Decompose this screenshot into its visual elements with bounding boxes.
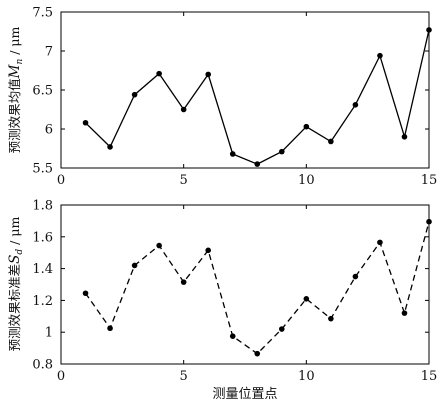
top-data-point bbox=[401, 134, 408, 140]
top-y-tick-label: 7.5 bbox=[32, 6, 53, 21]
bottom-y-tick-label: 1.8 bbox=[32, 199, 53, 214]
bottom-data-point bbox=[279, 326, 285, 332]
top-x-tick-label: 15 bbox=[421, 173, 438, 188]
bottom-plot-frame bbox=[60, 204, 430, 365]
top-data-point bbox=[426, 27, 432, 33]
top-data-point bbox=[180, 106, 187, 113]
top-data-point bbox=[377, 52, 383, 59]
bottom-data-point bbox=[205, 247, 211, 254]
top-data-point bbox=[205, 71, 211, 78]
bottom-y-tick-label: 1 bbox=[45, 326, 53, 341]
top-y-tick-label: 6.5 bbox=[32, 84, 53, 99]
bottom-y-tick-label: 1.2 bbox=[32, 294, 53, 309]
top-x-tick-label: 5 bbox=[180, 173, 188, 188]
top-data-point bbox=[303, 123, 310, 130]
bottom-x-tick-label: 10 bbox=[298, 369, 315, 384]
bottom-data-point bbox=[156, 242, 162, 249]
bottom-x-axis-label: 测量位置点 bbox=[212, 387, 277, 402]
top-data-point bbox=[131, 91, 138, 98]
top-y-tick-label: 6 bbox=[45, 123, 53, 138]
top-data-point bbox=[352, 102, 359, 108]
bottom-data-point bbox=[131, 262, 138, 269]
top-chart: 预测效果均值Mn / μm 0 5 10 15 5.5 6 6.5 7 7.5 bbox=[7, 6, 437, 189]
top-data-point bbox=[229, 151, 236, 157]
top-data-point bbox=[156, 70, 162, 77]
bottom-x-tick-label: 5 bbox=[180, 369, 188, 384]
bottom-chart: 预测效果标准差Sd / μm 测量位置点 0 5 10 15 0.8 1 1.2 1.4 1.6… bbox=[7, 199, 437, 403]
bottom-data-point bbox=[401, 310, 408, 316]
top-data-point bbox=[107, 144, 113, 150]
bottom-data-point bbox=[180, 279, 187, 285]
bottom-x-tick-label: 0 bbox=[57, 369, 65, 384]
bottom-data-point bbox=[107, 325, 113, 332]
bottom-y-tick-label: 0.8 bbox=[32, 358, 53, 373]
bottom-data-point bbox=[229, 333, 236, 339]
bottom-data-point bbox=[377, 239, 383, 246]
bottom-y-tick-label: 1.4 bbox=[32, 262, 53, 277]
top-x-tick-label: 0 bbox=[57, 173, 65, 188]
bottom-data-point bbox=[254, 350, 261, 357]
top-data-point bbox=[254, 161, 261, 167]
top-x-tick-label: 10 bbox=[298, 173, 315, 188]
bottom-y-axis-label: 预测效果标准差Sd / μm bbox=[7, 217, 25, 352]
top-data-point bbox=[82, 119, 89, 126]
top-y-tick-label: 7 bbox=[45, 45, 53, 60]
bottom-data-point bbox=[426, 218, 432, 225]
top-data-point bbox=[328, 138, 334, 145]
top-plot-frame bbox=[60, 11, 430, 169]
bottom-data-point bbox=[328, 315, 334, 322]
bottom-data-point bbox=[82, 290, 89, 297]
bottom-data-point bbox=[303, 296, 310, 302]
bottom-data-point bbox=[352, 273, 359, 280]
bottom-y-tick-label: 1.6 bbox=[32, 230, 53, 245]
top-y-axis-label: 预测效果均值Mn / μm bbox=[7, 26, 25, 153]
top-data-point bbox=[279, 148, 285, 155]
top-series-line bbox=[85, 29, 430, 165]
top-y-tick-label: 5.5 bbox=[32, 162, 53, 177]
bottom-x-tick-label: 15 bbox=[421, 369, 438, 384]
